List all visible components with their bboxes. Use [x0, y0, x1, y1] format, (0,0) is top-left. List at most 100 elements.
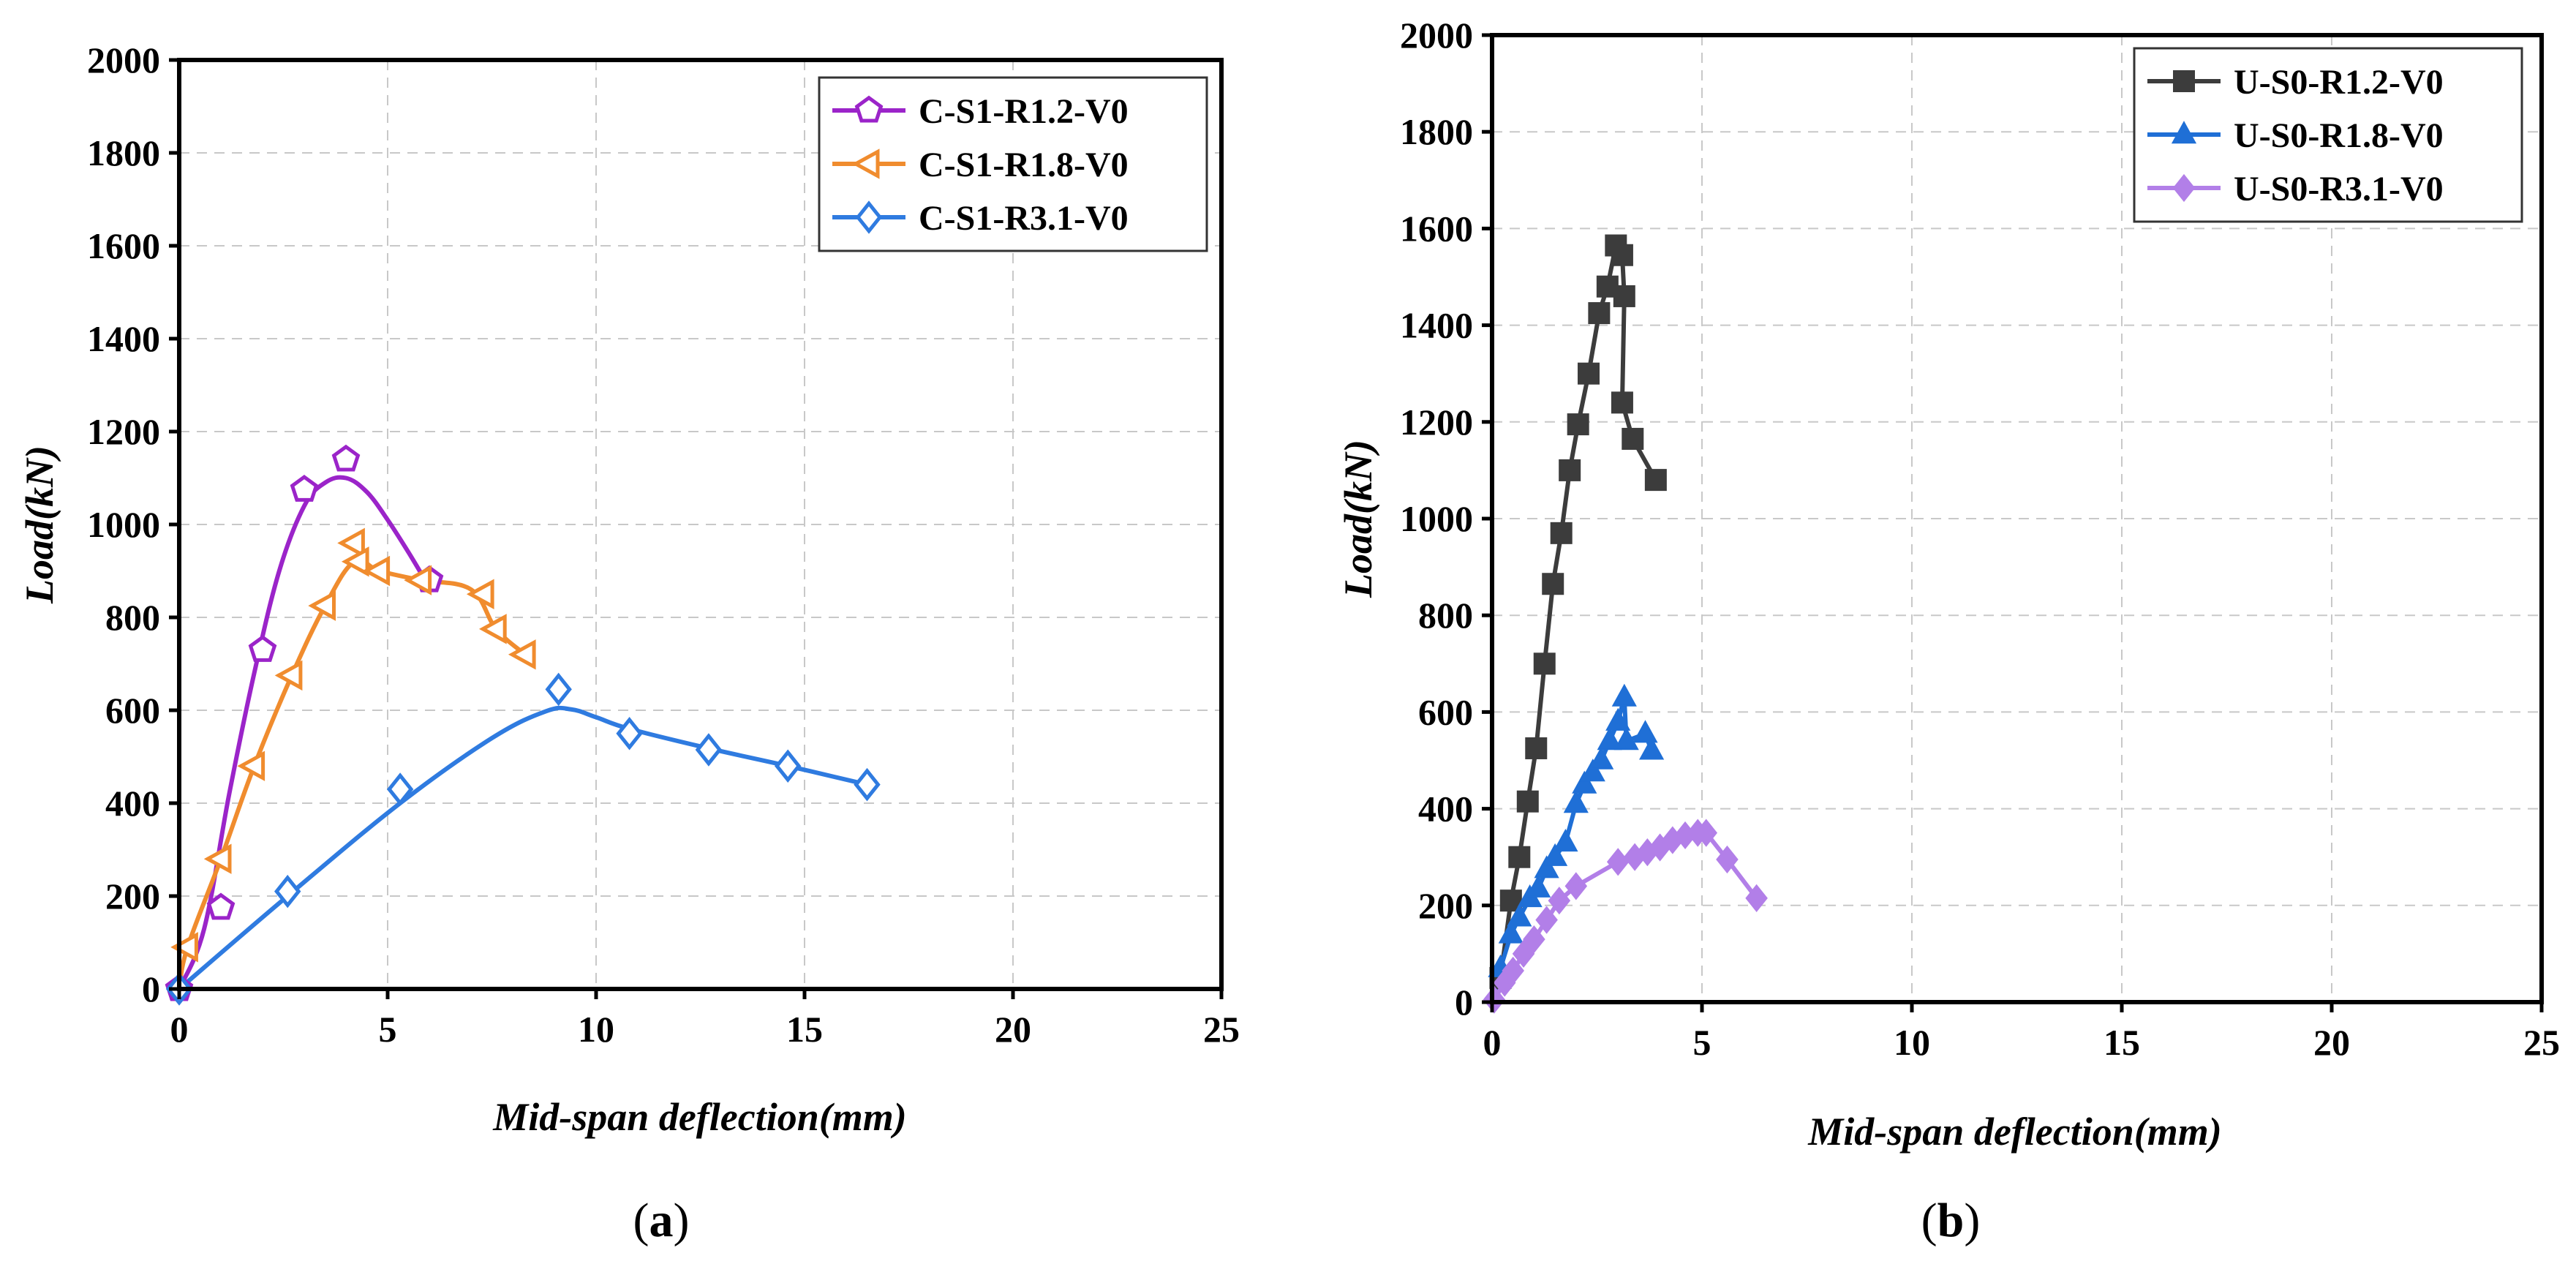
data-point-C-S1-R1.8-V0: [337, 527, 365, 559]
data-point-C-S1-R1.8-V0: [237, 750, 265, 781]
y-tick-label: 1400: [1400, 305, 1473, 346]
data-point-C-S1-R1.2-V0: [290, 475, 319, 502]
x-tick-label: 10: [578, 1009, 614, 1050]
data-point-C-S1-R3.1-V0: [274, 874, 301, 908]
y-tick-label: 1600: [1400, 208, 1473, 249]
x-tick-label: 15: [786, 1009, 823, 1050]
y-tick-label: 400: [1418, 789, 1473, 830]
y-tick-label: 200: [1418, 885, 1473, 926]
data-point-U-S0-R1.2-V0: [1588, 302, 1611, 325]
data-point-C-S1-R1.8-V0: [479, 614, 507, 644]
data-point-U-S0-R1.2-V0: [1567, 413, 1589, 436]
data-point-U-S0-R1.2-V0: [1644, 469, 1667, 492]
data-point-C-S1-R1.2-V0: [331, 444, 361, 472]
x-tick-label: 15: [2104, 1022, 2140, 1063]
data-point-U-S0-R1.2-V0: [1613, 285, 1635, 307]
data-point-U-S0-R1.8-V0: [1632, 720, 1658, 743]
data-point-U-S0-R1.8-V0: [1597, 727, 1622, 750]
legend-label: C-S1-R1.2-V0: [919, 92, 1129, 131]
x-tick-label: 5: [1693, 1022, 1711, 1063]
data-point-U-S0-R1.2-V0: [1508, 846, 1531, 868]
x-tick-label: 0: [170, 1009, 189, 1050]
ticks-a: 0 5 10 15 20 25 0 200 400 600 800 1000 1200 1400 1600 1…: [87, 40, 1240, 1050]
legend-label: C-S1-R3.1-V0: [919, 199, 1129, 238]
y-tick-label: 600: [1418, 691, 1473, 732]
data-point-C-S1-R1.8-V0: [274, 660, 303, 691]
data-point-C-S1-R1.8-V0: [466, 579, 494, 609]
data-point-U-S0-R1.2-V0: [1516, 790, 1539, 813]
data-point-U-S0-R1.2-V0: [1611, 244, 1633, 266]
data-point-C-S1-R1.8-V0: [508, 639, 536, 670]
y-tick-label: 1400: [87, 318, 160, 359]
x-tick-label: 5: [379, 1009, 397, 1050]
x-tick-label: 10: [1894, 1022, 1930, 1063]
data-point-U-S0-R1.8-V0: [1498, 920, 1524, 944]
data-point-C-S1-R3.1-V0: [854, 767, 881, 802]
data-point-C-S1-R3.1-V0: [774, 749, 802, 783]
data-point-U-S0-R1.2-V0: [1533, 652, 1556, 675]
data-point-C-S1-R3.1-V0: [695, 733, 723, 767]
data-point-U-S0-R1.8-V0: [1611, 683, 1637, 707]
data-point-U-S0-R1.8-V0: [1605, 707, 1631, 731]
data-point-C-S1-R1.8-V0: [203, 843, 232, 874]
y-tick-label: 400: [105, 783, 160, 824]
data-point-U-S0-R1.2-V0: [1578, 362, 1600, 385]
y-tick-label: 1600: [87, 225, 160, 266]
data-point-C-S1-R1.8-V0: [404, 565, 432, 595]
data-point-U-S0-R3.1-V0: [1502, 956, 1524, 985]
y-tick-label: 1000: [87, 504, 160, 545]
data-point-U-S0-R1.2-V0: [1525, 737, 1548, 759]
markers-a: [165, 444, 881, 1006]
data-point-C-S1-R1.8-V0: [308, 590, 336, 621]
data-point-U-S0-R1.2-V0: [1550, 522, 1573, 544]
data-point-U-S0-R3.1-V0: [1745, 884, 1768, 912]
data-point-U-S0-R1.8-V0: [1507, 903, 1532, 927]
legend-marker-U-S0-R1.8-V0: [2171, 121, 2197, 144]
data-point-U-S0-R3.1-V0: [1523, 925, 1545, 954]
panel-letter-b: b: [1937, 1194, 1965, 1247]
y-axis-title-b: Load(kN): [1336, 440, 1380, 598]
legend-marker-U-S0-R3.1-V0: [2172, 173, 2196, 203]
legend-marker-U-S0-R1.2-V0: [2173, 70, 2195, 92]
data-point-U-S0-R3.1-V0: [1548, 887, 1571, 915]
data-point-U-S0-R3.1-V0: [1535, 906, 1558, 934]
panel-label-b: (b): [1921, 1194, 1981, 1247]
x-tick-label: 0: [1483, 1022, 1502, 1063]
legend-label: U-S0-R3.1-V0: [2234, 170, 2444, 208]
x-tick-label: 20: [995, 1009, 1031, 1050]
y-tick-label: 800: [1418, 595, 1473, 636]
data-point-C-S1-R3.1-V0: [545, 672, 572, 707]
series-line-C-S1-R1.2-V0: [177, 475, 427, 990]
y-tick-label: 1200: [87, 411, 160, 452]
data-point-U-S0-R1.8-V0: [1553, 828, 1578, 852]
x-axis-title-a: Mid-span deflection(mm): [492, 1095, 906, 1139]
data-point-U-S0-R1.2-V0: [1542, 573, 1564, 595]
data-point-C-S1-R1.8-V0: [170, 932, 198, 963]
y-axis-title-a: Load(kN): [18, 445, 61, 604]
y-tick-label: 1800: [1400, 111, 1473, 152]
series-line-C-S1-R3.1-V0: [178, 705, 868, 991]
legend-a: C-S1-R1.2-V0 C-S1-R1.8-V0 C-S1-R3.1-V0: [818, 76, 1208, 252]
legend-label: U-S0-R1.2-V0: [2234, 63, 2444, 102]
y-tick-label: 1200: [1400, 402, 1473, 443]
data-point-U-S0-R1.8-V0: [1526, 874, 1551, 898]
data-point-U-S0-R1.8-V0: [1534, 855, 1559, 879]
data-point-U-S0-R1.8-V0: [1543, 843, 1568, 866]
data-point-U-S0-R1.2-V0: [1559, 459, 1581, 481]
data-point-C-S1-R1.2-V0: [206, 892, 236, 920]
data-point-U-S0-R3.1-V0: [1716, 845, 1739, 874]
x-axis-title-b: Mid-span deflection(mm): [1807, 1110, 2221, 1154]
y-tick-label: 800: [105, 597, 160, 638]
legend-marker-C-S1-R1.8-V0: [851, 148, 880, 179]
data-point-U-S0-R1.2-V0: [1611, 391, 1633, 414]
y-tick-label: 200: [105, 876, 160, 917]
panel-letter-a: a: [649, 1194, 674, 1247]
data-point-U-S0-R1.8-V0: [1572, 770, 1597, 794]
data-point-U-S0-R1.8-V0: [1589, 746, 1614, 770]
ticks-b: 0 5 10 15 20 25 0 200 400 600 800 1000 1200 1400 1600 1…: [1400, 15, 2560, 1063]
data-point-U-S0-R3.1-V0: [1512, 939, 1535, 968]
data-point-C-S1-R1.8-V0: [341, 546, 369, 577]
x-tick-label: 25: [1203, 1009, 1240, 1050]
legend-b: U-S0-R1.2-V0 U-S0-R1.8-V0 U-S0-R3.1-V0: [2133, 47, 2523, 223]
markers-b: [1483, 234, 1768, 1014]
